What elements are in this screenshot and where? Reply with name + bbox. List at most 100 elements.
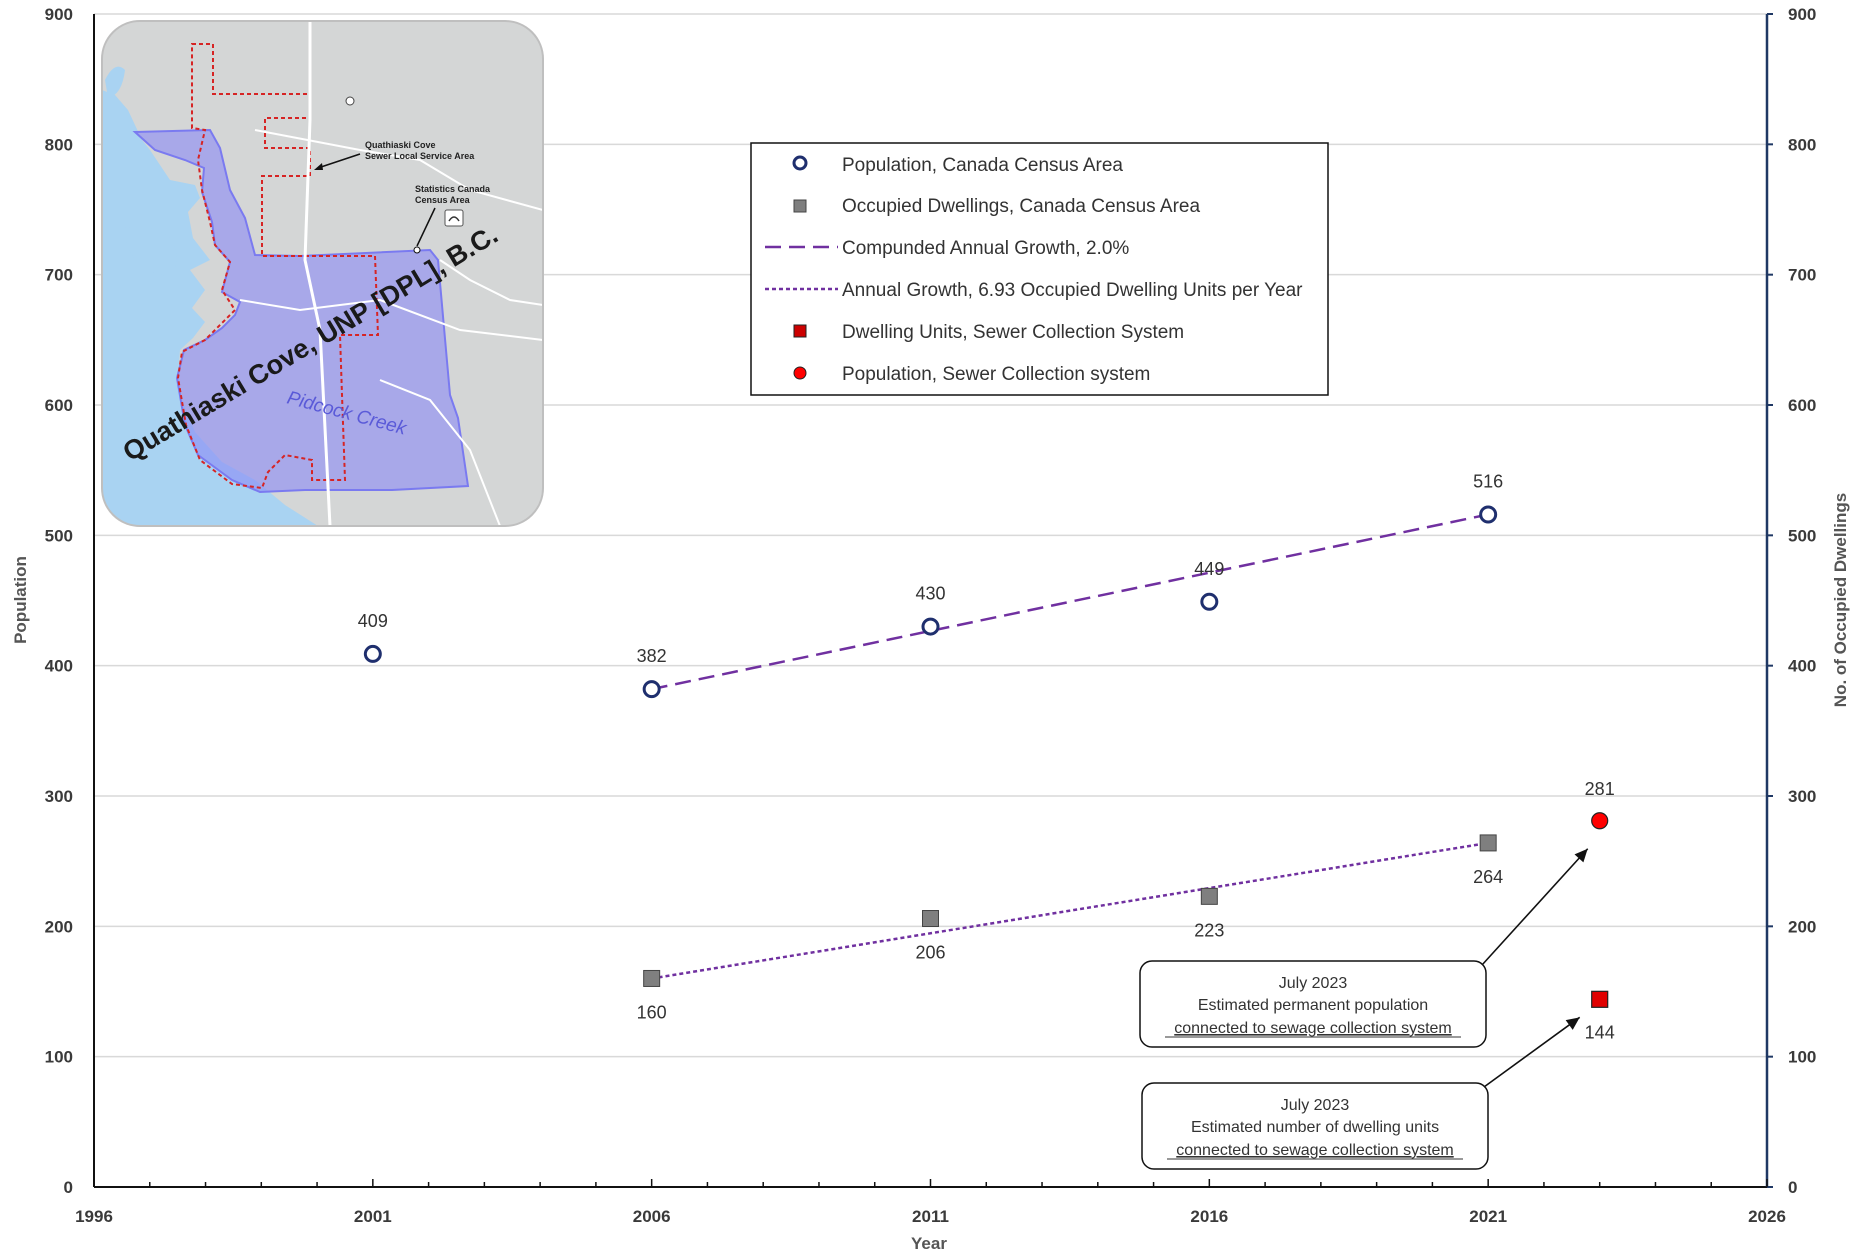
legend-sewer-dwellings-label: Dwelling Units, Sewer Collection System [842, 322, 1184, 343]
population-census-point [363, 644, 382, 663]
y-tick-label: 900 [45, 5, 73, 24]
callout-population-box [1139, 960, 1487, 1048]
y-tick-label: 800 [45, 135, 73, 154]
population-census-point [921, 617, 940, 636]
callout-population-line2: Estimated permanent population [1198, 997, 1428, 1014]
map-sewer-label-line2: Sewer Local Service Area [365, 151, 475, 161]
x-axis-title: Year [911, 1234, 947, 1253]
legend-sewer-population-label: Population, Sewer Collection system [842, 364, 1150, 385]
map-pin-icon [345, 96, 355, 106]
dwellings-census-point [922, 910, 939, 928]
y-tick-label: 300 [45, 787, 73, 806]
map-road [439, 259, 543, 306]
legend-annual-growth-label: Annual Growth, 6.93 Occupied Dwelling Un… [842, 280, 1303, 301]
map-sewer-boundary [176, 43, 380, 490]
y-tick-label: 700 [45, 266, 73, 285]
sewer-dwellings-label: 144 [1585, 1022, 1615, 1042]
legend-sewer-dwellings-marker [793, 324, 807, 338]
y-axis-title: Population [11, 556, 30, 644]
y2-tick-label: 900 [1788, 5, 1816, 24]
y2-axis-title: No. of Occupied Dwellings [1831, 493, 1850, 707]
dwellings-census-label: 223 [1194, 920, 1224, 940]
population-census-label: 449 [1194, 559, 1224, 579]
map-road [254, 129, 543, 211]
map-sewer-arrowhead [314, 163, 323, 170]
legend: Population, Canada Census Area Occupied … [750, 142, 1329, 396]
dwellings-census-label: 264 [1473, 867, 1503, 887]
legend-box [750, 142, 1329, 396]
map-sewer-arrow [317, 153, 361, 169]
dwellings-census-label: 160 [637, 1002, 667, 1022]
map-road [379, 379, 501, 526]
map-island-small [105, 66, 125, 98]
y2-tick-label: 700 [1788, 266, 1816, 285]
map-census-arrow [416, 207, 436, 247]
map-road-sign-icon [444, 209, 464, 227]
y-tick-label: 100 [45, 1048, 73, 1067]
legend-population-census-label: Population, Canada Census Area [842, 155, 1123, 176]
population-census-point [1200, 592, 1219, 611]
y2-tick-label: 300 [1788, 787, 1816, 806]
callouts: July 2023 Estimated permanent population… [1139, 848, 1589, 1170]
map-water [102, 90, 318, 526]
legend-dwellings-census-label: Occupied Dwellings, Canada Census Area [842, 196, 1200, 217]
y-tick-label: 400 [45, 657, 73, 676]
x-tick-label: 2016 [1190, 1207, 1228, 1226]
callout-dwellings-line3: connected to sewage collection system [1176, 1142, 1453, 1159]
population-census-point [1479, 505, 1498, 524]
callout-population: July 2023 Estimated permanent population… [1139, 960, 1487, 1048]
callout-dwellings-arrow [1483, 1016, 1581, 1088]
callout-population-line1: July 2023 [1279, 975, 1348, 992]
callout-dwellings-box [1141, 1082, 1489, 1170]
annual-growth-trend-line [651, 841, 1489, 980]
map-sewer-label-line1: Quathiaski Cove [365, 140, 436, 150]
map-census-label-line1: Statistics Canada [415, 184, 491, 194]
callout-dwellings: July 2023 Estimated number of dwelling u… [1141, 1082, 1489, 1170]
sewer-population-point [1591, 812, 1609, 830]
x-tick-label: 2006 [633, 1207, 671, 1226]
population-census-label: 382 [637, 646, 667, 666]
population-census-label: 409 [358, 611, 388, 631]
callout-dwellings-arrow-head [1565, 1017, 1580, 1030]
legend-population-census-marker [792, 155, 808, 171]
y2-tick-label: 600 [1788, 396, 1816, 415]
callout-dwellings-line2: Estimated number of dwelling units [1191, 1119, 1439, 1136]
data-labels: 409 382 430 449 516 160 206 223 264 144 281 [358, 471, 1615, 1042]
sewer-population-label: 281 [1585, 779, 1615, 799]
dwellings-census-point [1200, 887, 1218, 905]
map-road [239, 298, 543, 341]
population-census-label: 516 [1473, 471, 1503, 491]
callout-population-line3: connected to sewage collection system [1174, 1020, 1451, 1037]
callout-population-arrow-head [1574, 848, 1588, 863]
x-tick-label: 2021 [1469, 1207, 1507, 1226]
y2-tick-label: 500 [1788, 526, 1816, 545]
data-marks [363, 505, 1609, 1008]
y-tick-label: 0 [64, 1178, 73, 1197]
legend-compound-growth-label: Compunded Annual Growth, 2.0% [842, 238, 1129, 259]
y-tick-label: 500 [45, 526, 73, 545]
legend-sewer-population-marker [793, 366, 807, 380]
compound-growth-trend-line [651, 513, 1489, 691]
callout-dwellings-line1: July 2023 [1281, 1097, 1350, 1114]
x-tick-label: 2011 [912, 1207, 949, 1226]
y2-tick-label: 100 [1788, 1048, 1816, 1067]
dwellings-census-point [1479, 834, 1497, 852]
x-tick-label: 1996 [75, 1207, 113, 1226]
callout-arrows [1481, 848, 1589, 1088]
map-road [303, 21, 332, 526]
dwellings-census-label: 206 [915, 943, 945, 963]
map-frame [101, 20, 544, 527]
population-census-label: 430 [915, 584, 945, 604]
y2-tick-label: 800 [1788, 135, 1816, 154]
y-tick-label: 200 [45, 917, 73, 936]
y2-tick-label: 400 [1788, 657, 1816, 676]
x-tick-label: 2001 [354, 1207, 392, 1226]
y2-tick-label: 0 [1788, 1178, 1797, 1197]
population-census-point [642, 680, 661, 699]
map-census-label-line2: Census Area [415, 195, 471, 205]
legend-dwellings-census-marker [793, 199, 807, 213]
map-road-sign-glyph [448, 216, 460, 222]
dwellings-census-point [643, 969, 661, 987]
map-inset: Quathiaski Cove Sewer Local Service Area… [101, 20, 544, 527]
